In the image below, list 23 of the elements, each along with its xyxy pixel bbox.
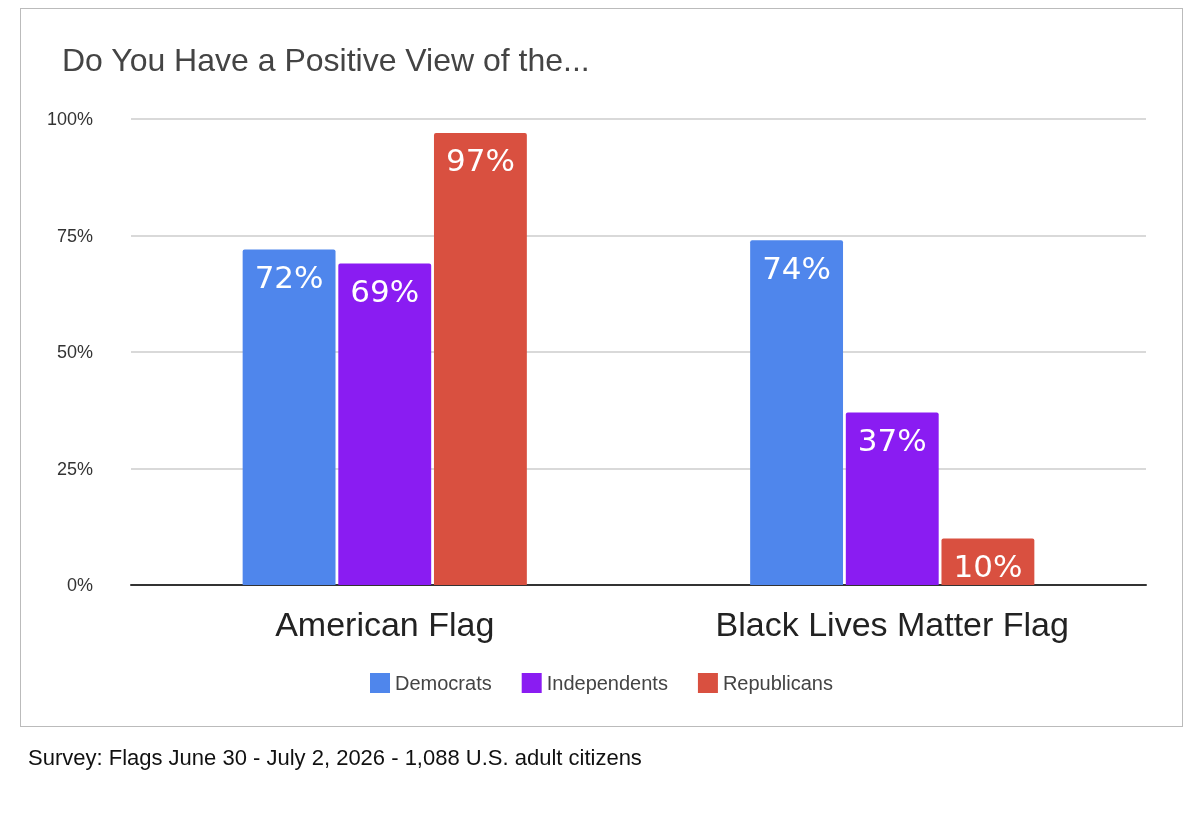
bar <box>845 412 939 585</box>
y-tick-label: 100% <box>46 109 93 129</box>
legend-label: Democrats <box>395 672 492 694</box>
data-label: 74% <box>762 249 832 286</box>
y-tick-label: 50% <box>56 342 93 362</box>
y-tick-label: 25% <box>56 458 93 479</box>
bar <box>338 263 432 585</box>
legend-label: Republicans <box>722 672 833 694</box>
bar <box>242 249 336 585</box>
x-tick-label: American Flag <box>275 605 495 643</box>
y-tick-label: 0% <box>66 575 93 595</box>
text: Survey: Flags June 30 - July 2, 2026 - 1,088 U.S. adult citizens <box>28 745 643 771</box>
legend-label: Independents <box>546 672 668 694</box>
data-label: 37% <box>857 422 927 459</box>
x-tick-label: Black Lives Matter Flag <box>715 605 1069 643</box>
data-label: 69% <box>350 272 420 309</box>
chart-title: Do You Have a Positive View of the... <box>62 42 590 78</box>
data-label: 72% <box>254 258 324 295</box>
y-tick-label: 75% <box>56 225 93 246</box>
data-label: 97% <box>445 142 515 179</box>
bar <box>750 240 844 585</box>
data-label: 10% <box>953 547 1023 584</box>
bar <box>433 132 527 585</box>
